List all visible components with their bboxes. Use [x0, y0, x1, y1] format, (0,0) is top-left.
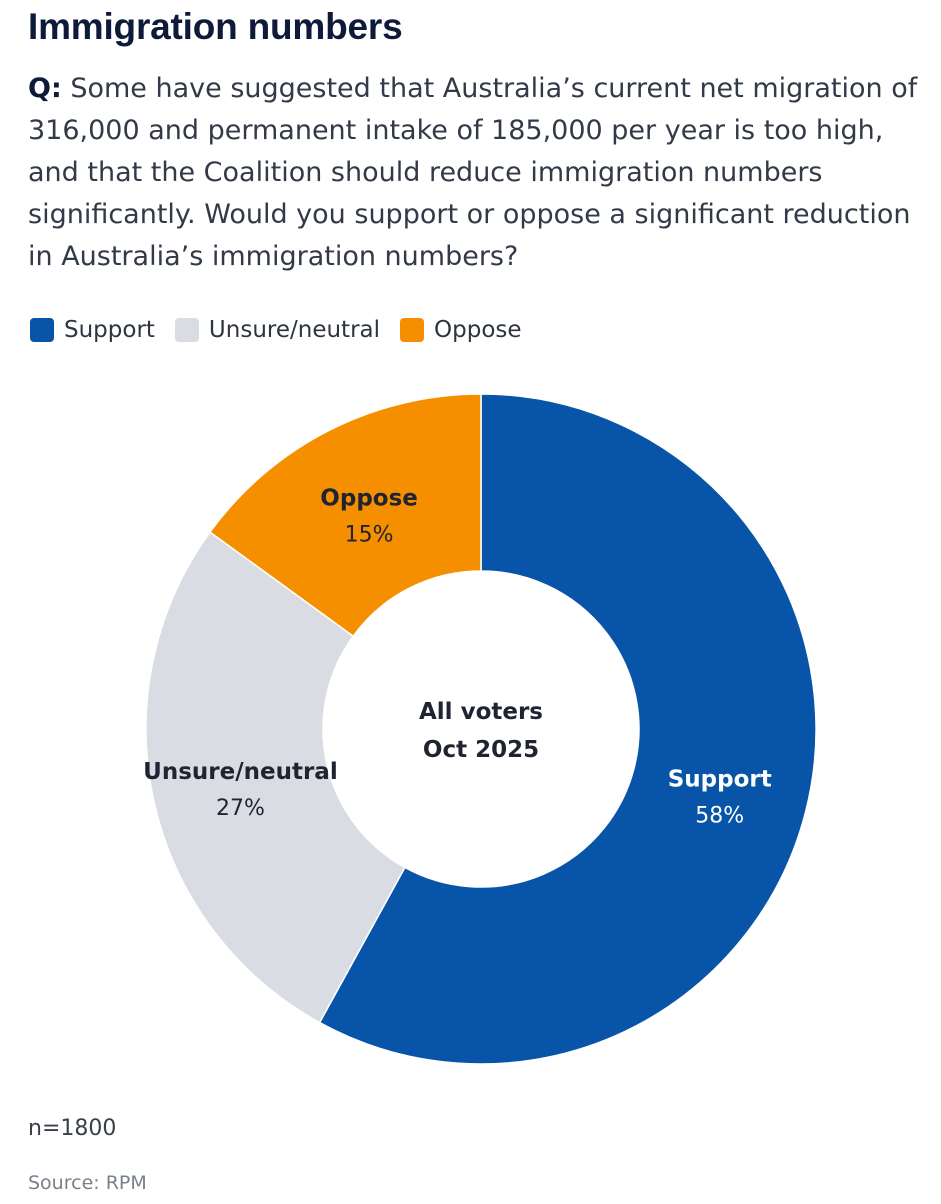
- question-text: Some have suggested that Australia’s cur…: [28, 73, 918, 272]
- donut-chart: Support 58% Unsure/neutral 27% Oppose 15% All…: [143, 393, 817, 1065]
- legend-label-support: Support: [64, 317, 155, 343]
- survey-question: Q: Some have suggested that Australia’s …: [28, 68, 928, 278]
- slice-label-support: Support: [668, 766, 772, 792]
- slice-labels: Support 58% Unsure/neutral 27% Oppose 15%: [143, 485, 772, 828]
- slice-support: [318, 393, 817, 1065]
- question-label: Q:: [28, 73, 62, 104]
- source-note: Source: RPM: [28, 1172, 147, 1194]
- center-label-line-1: All voters: [419, 699, 543, 725]
- slice-value-unsure-neutral: 27%: [216, 796, 265, 821]
- legend-label-oppose: Oppose: [434, 317, 522, 343]
- slice-unsure-neutral: [145, 531, 406, 1024]
- legend-label-unsure: Unsure/neutral: [208, 317, 381, 343]
- slice-label-oppose: Oppose: [320, 485, 418, 511]
- sample-size-note: n=1800: [28, 1116, 117, 1141]
- slice-value-support: 58%: [695, 803, 744, 828]
- center-label-line-2: Oct 2025: [423, 737, 539, 763]
- donut-slices: [145, 393, 817, 1065]
- legend-swatch-unsure: [174, 318, 199, 342]
- chart-title: Immigration numbers: [28, 6, 403, 47]
- legend-item-support: Support: [30, 317, 155, 343]
- legend-swatch-oppose: [400, 318, 425, 342]
- legend-swatch-support: [30, 318, 54, 342]
- legend-item-unsure: Unsure/neutral: [174, 317, 381, 343]
- slice-value-oppose: 15%: [345, 522, 394, 547]
- legend-item-oppose: Oppose: [400, 317, 522, 343]
- donut-center: All voters Oct 2025: [419, 699, 543, 763]
- chart-legend: Support Unsure/neutral Oppose: [30, 314, 522, 346]
- slice-oppose: [208, 393, 482, 638]
- slice-label-unsure-neutral: Unsure/neutral: [143, 759, 338, 785]
